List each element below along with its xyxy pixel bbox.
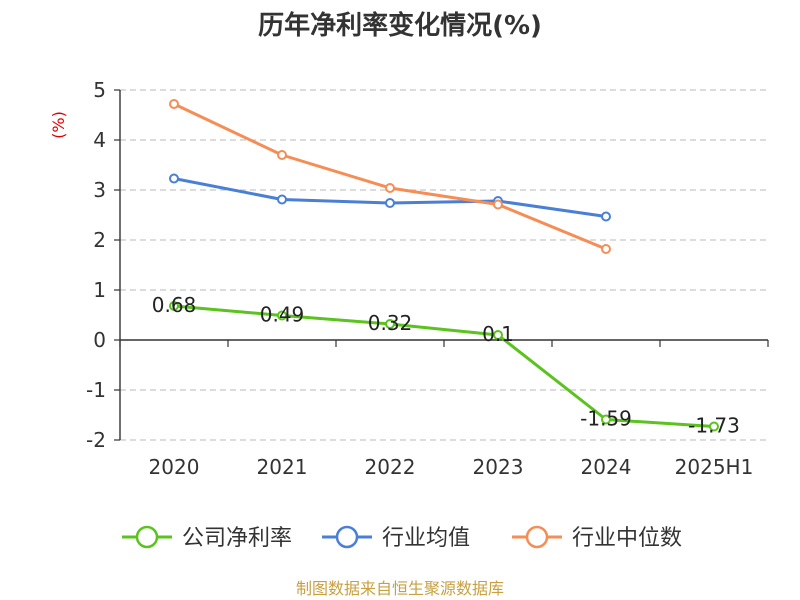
legend-item-0[interactable]: 公司净利率 [122,525,292,551]
data-point [385,198,395,208]
data-label: 0.1 [482,322,514,346]
data-point [277,194,287,205]
data-point [385,183,395,193]
legend-marker [135,525,159,549]
data-label: 0.32 [368,311,413,335]
legend[interactable]: 公司净利率 行业均值 行业中位数 [122,525,682,551]
y-tick-label: 2 [93,228,106,252]
data-point [277,150,287,160]
series-line-0 [173,304,715,428]
data-point [169,173,179,184]
x-tick-label: 2020 [149,455,200,479]
data-label: -1.73 [688,414,740,438]
data-point [601,244,611,254]
y-tick-label: 4 [93,128,106,152]
legend-item-1[interactable]: 行业均值 [322,525,470,551]
data-point [385,319,395,329]
data-point [493,199,503,210]
data-label: -1.59 [580,407,632,431]
data-point [601,414,611,425]
grid-lines [120,89,768,441]
y-tick-label: -1 [86,378,106,402]
x-tick-label: 2022 [365,455,416,479]
x-tick-label: 2021 [257,455,308,479]
data-label: 0.68 [152,293,197,317]
legend-label: 行业中位数 [572,526,682,551]
legend-item-2[interactable]: 行业中位数 [512,525,682,551]
y-tick-label: 0 [93,328,106,352]
x-tick-label: 2024 [581,455,632,479]
data-point [493,330,503,340]
legend-label: 行业均值 [382,526,470,551]
axes: 5 4 3 2 1 0 -1 -2 2020 2021 2022 2023 2024 2025H1 [86,78,769,479]
data-point [277,310,287,321]
legend-marker [525,525,549,549]
series-lines [169,99,719,432]
legend-marker [335,525,359,549]
data-point [601,211,611,222]
series-line-2 [173,102,607,251]
legend-label: 公司净利率 [182,526,292,551]
x-tick-label: 2025H1 [675,455,754,479]
data-label: 0.49 [260,303,305,327]
source-note: 制图数据来自恒生聚源数据库 [296,579,504,598]
data-point [709,421,719,432]
x-tick-label: 2023 [473,455,524,479]
y-tick-label: 5 [93,78,106,102]
chart-title: 历年净利率变化情况(%) [258,10,542,41]
y-tick-label: -2 [86,428,106,452]
y-axis-unit: (%) [49,111,68,139]
y-tick-label: 3 [93,178,106,202]
y-tick-label: 1 [93,278,106,302]
data-point [169,301,179,311]
data-labels: 0.68 0.49 0.32 0.1 -1.59 -1.73 [152,293,740,438]
data-point [169,99,179,109]
